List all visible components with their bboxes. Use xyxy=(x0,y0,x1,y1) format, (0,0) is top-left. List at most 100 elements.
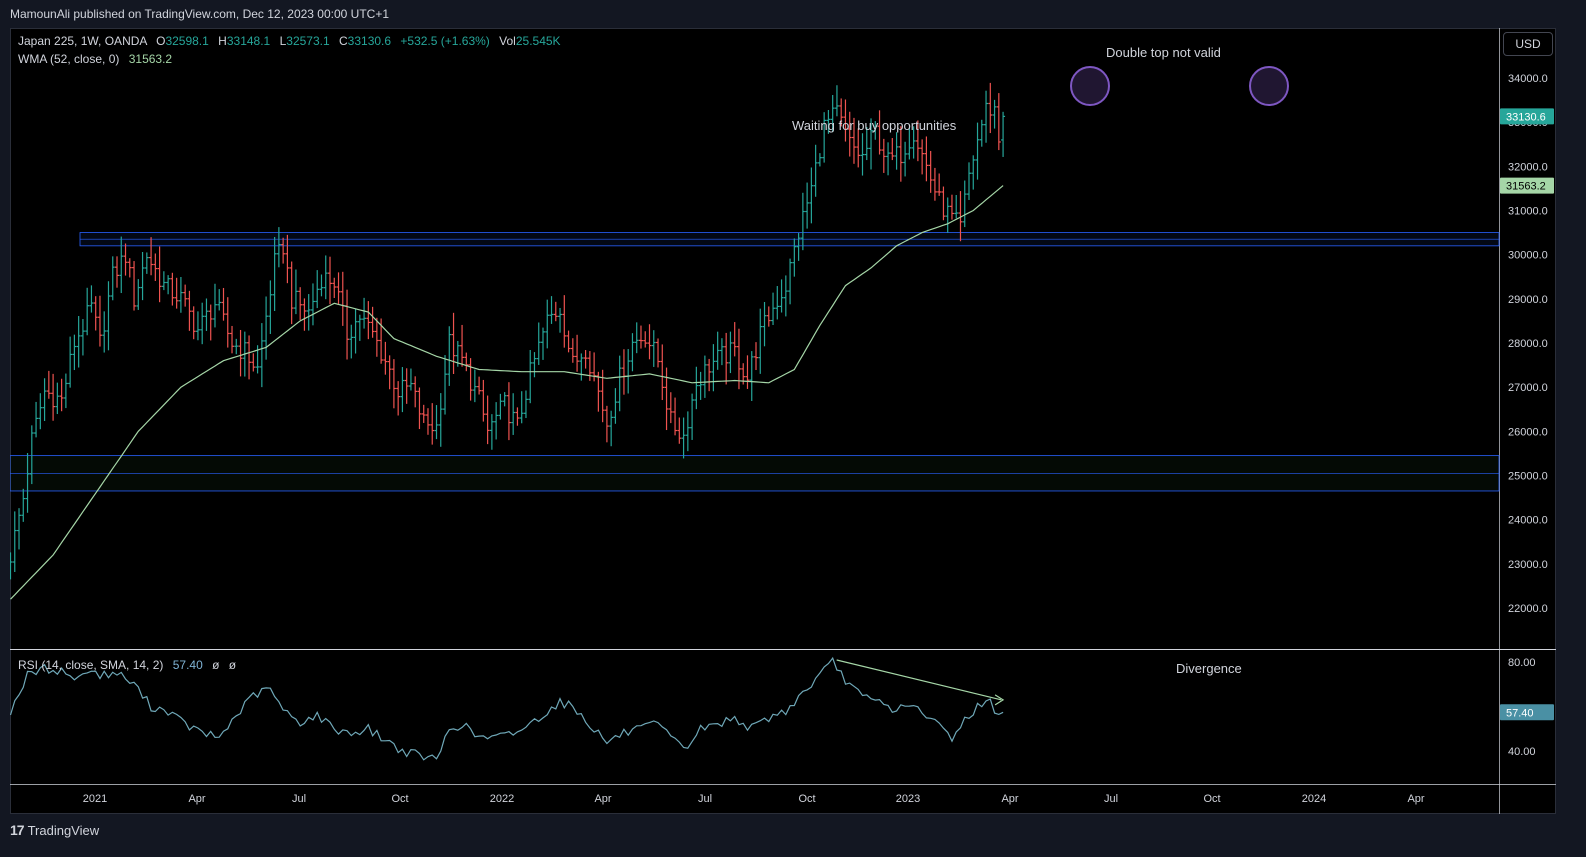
ohlc-bar xyxy=(954,195,959,219)
ohlc-bar xyxy=(732,322,737,357)
price-tick-label: 25000.0 xyxy=(1508,471,1548,483)
ohlc-bar xyxy=(881,138,886,173)
ohlc-bar xyxy=(545,299,550,349)
ohlc-bar xyxy=(651,330,656,367)
ohlc-bar xyxy=(123,243,128,276)
ohlc-bar xyxy=(46,370,51,399)
ohlc-bar xyxy=(298,287,303,320)
legend-volume-label: Vol xyxy=(499,34,516,48)
ohlc-bar xyxy=(864,127,869,161)
ohlc-bar xyxy=(42,378,47,422)
rsi-tick-label: 80.00 xyxy=(1508,657,1536,669)
ohlc-bar xyxy=(566,330,571,353)
ohlc-bar xyxy=(281,237,286,264)
ohlc-bar xyxy=(85,287,90,336)
divergence-arrow-line[interactable] xyxy=(836,659,1002,701)
ohlc-bar xyxy=(289,261,294,325)
ohlc-bar xyxy=(673,397,678,436)
time-tick-label: Oct xyxy=(798,793,815,805)
ohlc-bar xyxy=(724,332,729,385)
ohlc-bar xyxy=(847,111,852,157)
ohlc-bar xyxy=(268,280,273,334)
ohlc-bar xyxy=(600,369,605,423)
ohlc-bar xyxy=(796,233,801,261)
price-tick-label: 28000.0 xyxy=(1508,338,1548,350)
ohlc-bar xyxy=(996,93,1001,151)
double-top-circle-left[interactable] xyxy=(1070,66,1110,106)
ohlc-bar xyxy=(992,99,997,129)
ohlc-bar xyxy=(783,275,788,317)
ohlc-bar xyxy=(12,511,17,573)
price-tick-label: 30000.0 xyxy=(1508,250,1548,262)
rsi-tick-label: 40.00 xyxy=(1508,746,1536,758)
ohlc-bar xyxy=(336,272,341,305)
ohlc-bar xyxy=(144,252,149,274)
ohlc-bar xyxy=(234,338,239,355)
ohlc-bar xyxy=(515,407,520,426)
ohlc-bar xyxy=(477,376,482,395)
ohlc-bar xyxy=(988,82,993,134)
ohlc-bar xyxy=(949,194,954,220)
ohlc-bar xyxy=(702,355,707,398)
ohlc-bar xyxy=(813,144,818,197)
ohlc-bar xyxy=(447,326,452,386)
ohlc-bar xyxy=(754,342,758,371)
ohlc-bar xyxy=(362,297,367,329)
published-header: MamounAli published on TradingView.com, … xyxy=(0,0,1586,28)
footer-bar xyxy=(0,815,1586,857)
ohlc-bar xyxy=(408,368,413,391)
ohlc-bar xyxy=(396,381,401,416)
time-tick-label: Oct xyxy=(1203,793,1220,805)
ohlc-bar xyxy=(195,311,200,341)
legend-low: 32573.1 xyxy=(286,34,330,48)
ohlc-bar xyxy=(251,353,256,372)
ohlc-bar xyxy=(707,358,712,392)
chart-canvas[interactable]: 22000.0 23000.0 24000.0 25000.0 26000.0 27000… xyxy=(10,28,1556,814)
ohlc-bar xyxy=(894,132,899,170)
ohlc-bar xyxy=(119,236,124,294)
ohlc-bar xyxy=(80,319,85,356)
wma-label[interactable]: WMA (52, close, 0) xyxy=(18,52,120,66)
ohlc-bar xyxy=(149,237,154,276)
ohlc-bar xyxy=(873,121,878,140)
double-top-annotation: Double top not valid xyxy=(1106,45,1221,60)
rsi-line[interactable] xyxy=(10,656,1004,761)
ohlc-bar xyxy=(860,133,865,176)
ohlc-bar xyxy=(370,306,375,338)
rsi-label[interactable]: RSI (14, close, SMA, 14, 2) xyxy=(18,658,164,672)
ohlc-bar xyxy=(161,271,166,291)
ohlc-bar xyxy=(911,126,916,159)
ohlc-bar xyxy=(332,277,337,298)
chart-frame[interactable] xyxy=(10,28,1556,814)
rsi-legend: RSI (14, close, SMA, 14, 2) 57.40 ø ø xyxy=(18,658,236,672)
tradingview-logo[interactable]: 17 TradingView xyxy=(10,822,99,838)
ohlc-bar xyxy=(264,296,269,360)
ohlc-bar xyxy=(749,351,754,402)
ohlc-bar xyxy=(817,153,822,167)
ohlc-bar xyxy=(425,408,430,435)
ohlc-bar xyxy=(230,325,235,354)
price-tick-label: 31000.0 xyxy=(1508,206,1548,218)
ohlc-bar xyxy=(668,392,673,424)
ohlc-bar xyxy=(728,331,733,374)
time-tick-label: 2022 xyxy=(490,793,514,805)
ohlc-bar xyxy=(468,358,473,401)
legend-symbol[interactable]: Japan 225, 1W, OANDA xyxy=(18,34,147,48)
ohlc-bar xyxy=(353,308,358,354)
ohlc-bar xyxy=(1001,111,1006,157)
legend-open-label: O xyxy=(156,34,166,48)
currency-button[interactable]: USD xyxy=(1503,32,1553,56)
ohlc-bar xyxy=(472,369,477,403)
ohlc-bar xyxy=(856,128,861,168)
ohlc-bar xyxy=(310,283,315,326)
wma-line[interactable] xyxy=(10,185,1004,600)
ohlc-bar xyxy=(558,307,563,333)
ohlc-bar xyxy=(319,274,324,297)
legend-low-label: L xyxy=(279,34,287,48)
double-top-circle-right[interactable] xyxy=(1249,66,1289,106)
ohlc-bar xyxy=(506,382,511,441)
ohlc-bar xyxy=(191,306,196,340)
ohlc-bar xyxy=(579,353,584,381)
ohlc-bar xyxy=(238,329,243,377)
ohlc-bar xyxy=(208,304,213,341)
